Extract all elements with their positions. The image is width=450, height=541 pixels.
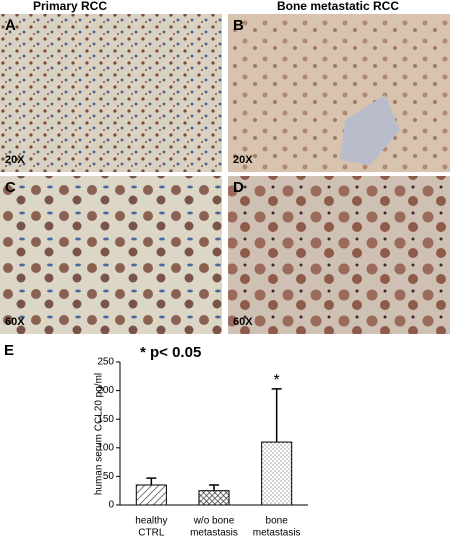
bar — [198, 490, 230, 506]
x-tick-label: metastasis — [253, 528, 301, 539]
y-tick-label: 200 — [97, 385, 114, 396]
panel-letter: B — [233, 17, 244, 34]
y-tick-label: 150 — [97, 414, 114, 425]
bar — [135, 484, 167, 506]
y-tick-label: 50 — [103, 471, 115, 482]
x-tick-label: healthy — [135, 516, 167, 527]
annotation: * p< 0.05 — [140, 344, 201, 361]
y-axis-label: human serum CCL20 pg/ml — [94, 373, 105, 495]
x-tick-label: CTRL — [138, 528, 165, 539]
magnification: 20X — [5, 154, 25, 166]
panel-letter: D — [233, 179, 244, 196]
x-tick-label: w/o bone — [193, 516, 235, 527]
y-tick-label: 250 — [97, 357, 114, 368]
micrograph — [228, 14, 450, 172]
magnification: 60X — [233, 316, 253, 328]
bone-region — [340, 95, 400, 165]
panel-letter: A — [5, 17, 16, 34]
y-tick-label: 0 — [108, 500, 114, 511]
x-tick-label: bone — [266, 516, 289, 527]
bar — [261, 441, 293, 506]
micrograph — [0, 14, 222, 172]
micrograph — [228, 176, 450, 334]
panel-letter: E — [4, 342, 14, 359]
magnification: 60X — [5, 316, 25, 328]
y-tick-label: 100 — [97, 442, 114, 453]
x-tick-label: metastasis — [190, 528, 238, 539]
column-header: Bone metastatic RCC — [277, 0, 399, 13]
bar-label: * — [274, 372, 280, 389]
micrograph — [0, 176, 222, 334]
magnification: 20X — [233, 154, 253, 166]
column-header: Primary RCC — [33, 0, 107, 13]
panel-letter: C — [5, 179, 16, 196]
